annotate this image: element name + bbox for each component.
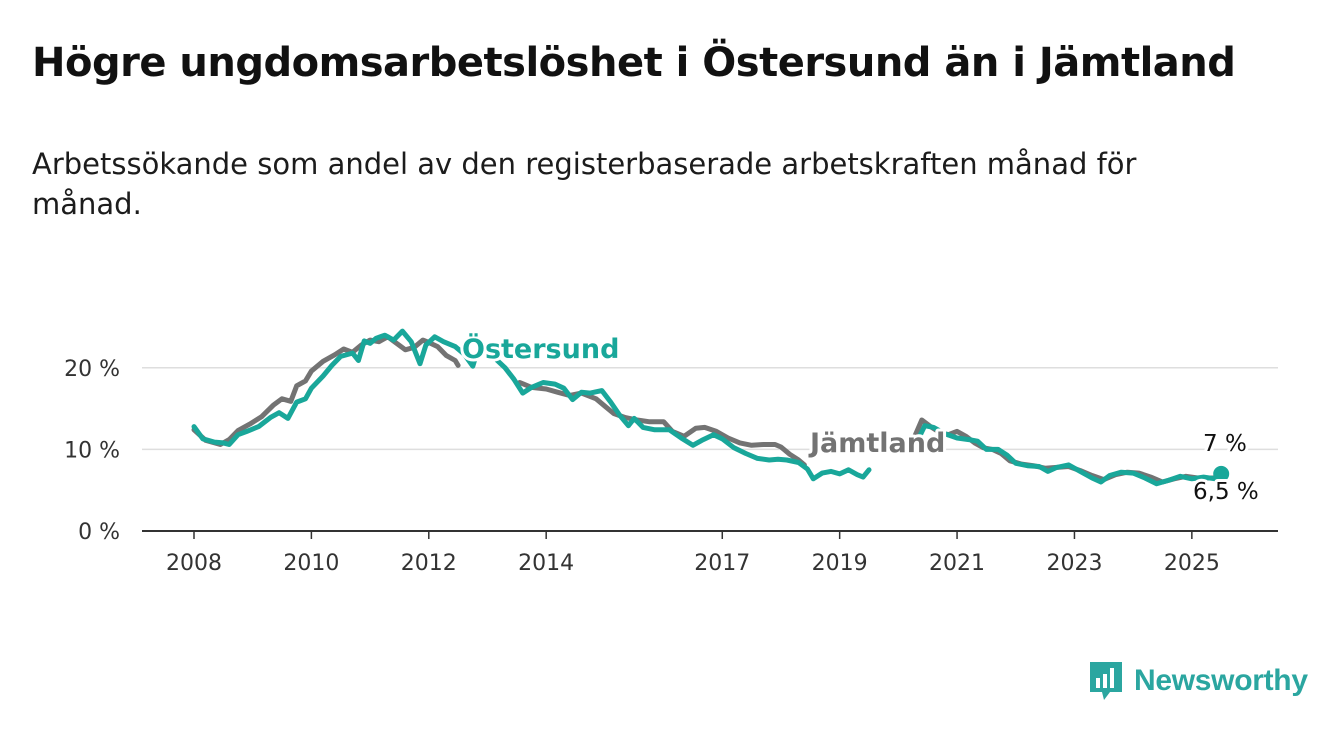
x-tick-label: 2017 [694, 551, 750, 576]
x-tick-label: 2008 [166, 551, 222, 576]
series-lines [191, 328, 1230, 487]
series-label-ostersund: Östersund [462, 332, 619, 365]
x-axis-ticks: 2008 2010 2012 2014 2017 2019 2021 2023 2025 [166, 531, 1220, 576]
chart-title: Högre ungdomsarbetslöshet i Östersund än… [32, 40, 1236, 86]
bar-chart-icon [1090, 662, 1122, 700]
x-tick-label: 2025 [1164, 551, 1220, 576]
value-label-jamtland: 6,5 % [1193, 479, 1259, 505]
x-tick-label: 2021 [929, 551, 985, 576]
series-line-j-mtland [191, 334, 1224, 485]
gridlines [142, 367, 1278, 532]
y-tick-label: 0 % [78, 520, 120, 545]
y-axis-ticks: 0 % 10 % 20 % [64, 357, 120, 545]
series-labels: Östersund Jämtland 7 % 6,5 % [459, 329, 1262, 508]
value-label-ostersund: 7 % [1203, 431, 1247, 457]
series-label-jamtland: Jämtland [808, 428, 945, 459]
y-tick-label: 20 % [64, 357, 120, 382]
series-endpoint-marker [1213, 465, 1230, 482]
y-tick-label: 10 % [64, 438, 120, 463]
chart-subtitle: Arbetssökande som andel av den registerb… [32, 147, 1137, 221]
x-tick-label: 2019 [812, 551, 868, 576]
x-tick-label: 2023 [1046, 551, 1102, 576]
x-tick-label: 2012 [401, 551, 457, 576]
series-line--stersund [191, 328, 1224, 487]
newsworthy-logo: Newsworthy [1088, 660, 1308, 702]
x-tick-label: 2014 [518, 551, 574, 576]
brand-name: Newsworthy [1134, 664, 1308, 697]
x-tick-label: 2010 [283, 551, 339, 576]
